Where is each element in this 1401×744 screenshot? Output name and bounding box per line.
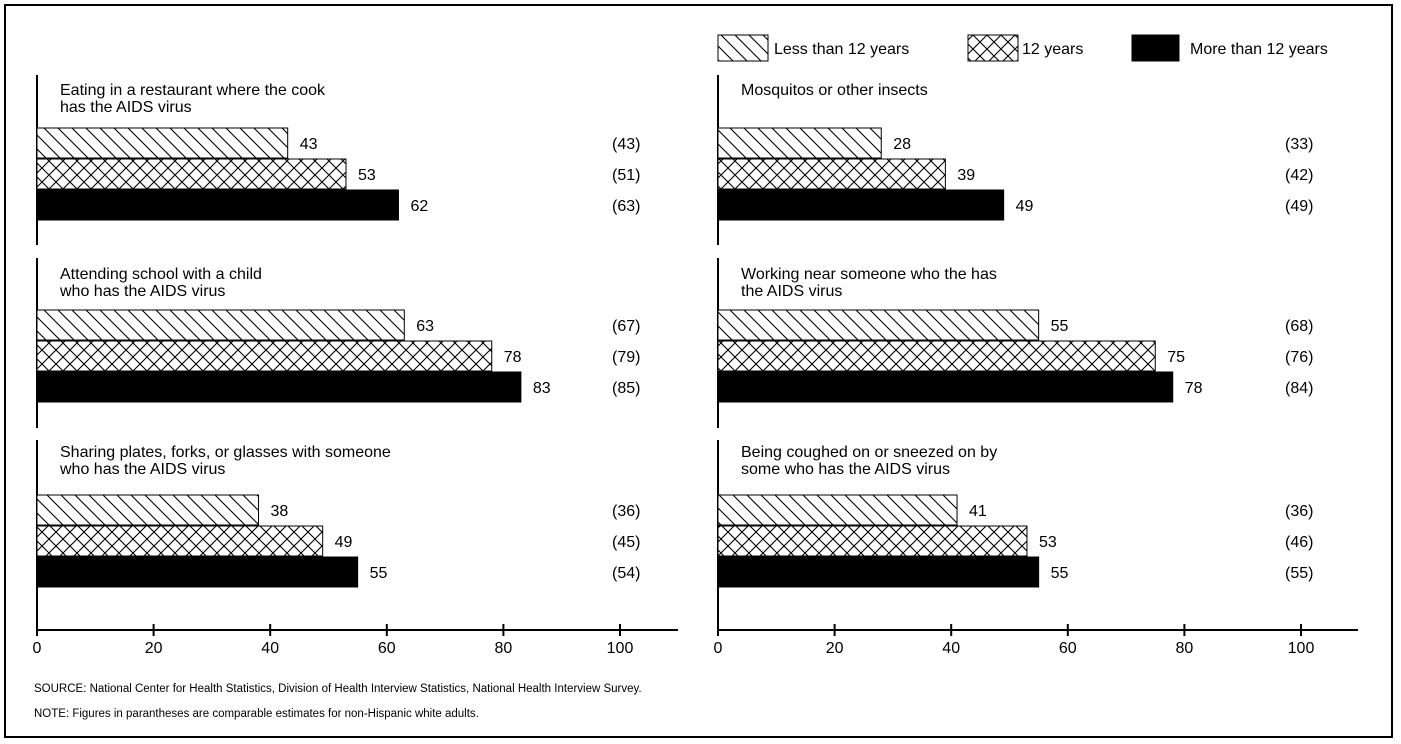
bar-value-label: 53 — [358, 167, 376, 184]
bar-eq12 — [36, 340, 493, 372]
comparison-label: (49) — [1285, 198, 1313, 215]
bar-value-label: 49 — [1016, 198, 1034, 215]
bar-value-label: 78 — [1185, 380, 1203, 397]
bar-less12 — [717, 494, 958, 526]
bar-value-label: 49 — [335, 534, 353, 551]
comparison-label: (79) — [612, 349, 640, 366]
comparison-label: (84) — [1285, 380, 1313, 397]
panel-title: Sharing plates, forks, or glasses with s… — [60, 444, 391, 461]
comparison-label: (45) — [612, 534, 640, 551]
panel-title: Attending school with a child — [60, 266, 262, 283]
bar-eq12 — [717, 158, 946, 190]
comparison-label: (36) — [612, 503, 640, 520]
bar-value-label: 53 — [1039, 534, 1057, 551]
legend-swatch-eq12 — [967, 34, 1019, 62]
comparison-label: (85) — [612, 380, 640, 397]
panel-title: Mosquitos or other insects — [741, 82, 928, 99]
panel-title: some who has the AIDS virus — [741, 461, 950, 478]
panel-title: who has the AIDS virus — [59, 461, 225, 478]
x-tick-label: 80 — [1176, 640, 1194, 657]
x-tick-label: 100 — [607, 640, 634, 657]
bar-value-label: 28 — [893, 136, 911, 153]
x-tick-label: 0 — [714, 640, 723, 657]
bar-more12 — [36, 189, 399, 221]
panel-4: Mosquitos or other insects 28 (33) 39 (42) 49… — [717, 75, 1313, 245]
x-tick-label: 100 — [1288, 640, 1315, 657]
panel-3: Sharing plates, forks, or glasses with s… — [36, 440, 640, 630]
x-tick-label: 20 — [826, 640, 844, 657]
bar-eq12 — [717, 525, 1028, 557]
bar-less12 — [717, 309, 1040, 341]
bar-value-label: 55 — [1051, 565, 1069, 582]
comparison-label: (76) — [1285, 349, 1313, 366]
panel-title: Being coughed on or sneezed on by — [741, 444, 997, 461]
bar-value-label: 39 — [957, 167, 975, 184]
bar-more12 — [717, 371, 1174, 403]
comparison-label: (55) — [1285, 565, 1313, 582]
bar-less12 — [717, 127, 882, 159]
bar-value-label: 43 — [300, 136, 318, 153]
x-tick-label: 0 — [33, 640, 42, 657]
bar-value-label: 63 — [416, 318, 434, 335]
bar-eq12 — [36, 525, 324, 557]
bar-value-label: 55 — [1051, 318, 1069, 335]
x-axis-1: 0 20 40 60 80 100 — [33, 624, 678, 657]
legend-label-less12: Less than 12 years — [774, 41, 909, 58]
bar-less12 — [36, 494, 260, 526]
x-tick-label: 40 — [942, 640, 960, 657]
comparison-label: (33) — [1285, 136, 1313, 153]
bar-more12 — [717, 189, 1005, 221]
panel-title: the AIDS virus — [741, 283, 842, 300]
bar-more12 — [36, 556, 359, 588]
bar-value-label: 38 — [271, 503, 289, 520]
legend-label-more12: More than 12 years — [1190, 41, 1328, 58]
bar-less12 — [36, 127, 289, 159]
comparison-label: (36) — [1285, 503, 1313, 520]
x-axis-2: 0 20 40 60 80 100 — [714, 624, 1358, 657]
bar-eq12 — [36, 158, 347, 190]
panel-title: who has the AIDS virus — [59, 283, 225, 300]
panel-title: Working near someone who the has — [741, 266, 997, 283]
comparison-label: (68) — [1285, 318, 1313, 335]
bar-more12 — [36, 371, 522, 403]
bar-value-label: 41 — [969, 503, 987, 520]
x-tick-label: 60 — [378, 640, 396, 657]
x-tick-label: 60 — [1059, 640, 1077, 657]
legend-label-eq12: 12 years — [1022, 41, 1083, 58]
bar-eq12 — [717, 340, 1156, 372]
comparison-label: (42) — [1285, 167, 1313, 184]
bar-value-label: 78 — [504, 349, 522, 366]
bar-value-label: 75 — [1167, 349, 1185, 366]
panel-title: has the AIDS virus — [60, 99, 192, 116]
comparison-label: (51) — [612, 167, 640, 184]
x-tick-label: 80 — [495, 640, 513, 657]
legend-swatch-more12 — [1131, 34, 1180, 62]
panels: Eating in a restaurant where the cookhas… — [33, 75, 1358, 657]
bar-value-label: 55 — [370, 565, 388, 582]
source-note: SOURCE: National Center for Health Stati… — [34, 683, 642, 695]
footnote: NOTE: Figures in parantheses are compara… — [34, 708, 479, 720]
legend-swatch-less12 — [717, 34, 769, 62]
panel-title: Eating in a restaurant where the cook — [60, 82, 326, 99]
comparison-label: (54) — [612, 565, 640, 582]
comparison-label: (67) — [612, 318, 640, 335]
bar-more12 — [717, 556, 1040, 588]
x-tick-label: 20 — [145, 640, 163, 657]
panel-1: Eating in a restaurant where the cookhas… — [36, 75, 640, 245]
comparison-label: (63) — [612, 198, 640, 215]
x-tick-label: 40 — [261, 640, 279, 657]
bar-value-label: 83 — [533, 380, 551, 397]
comparison-label: (43) — [612, 136, 640, 153]
bar-less12 — [36, 309, 405, 341]
bar-value-label: 62 — [410, 198, 428, 215]
comparison-label: (46) — [1285, 534, 1313, 551]
legend: Less than 12 years 12 years More than 12 y… — [717, 34, 1328, 62]
